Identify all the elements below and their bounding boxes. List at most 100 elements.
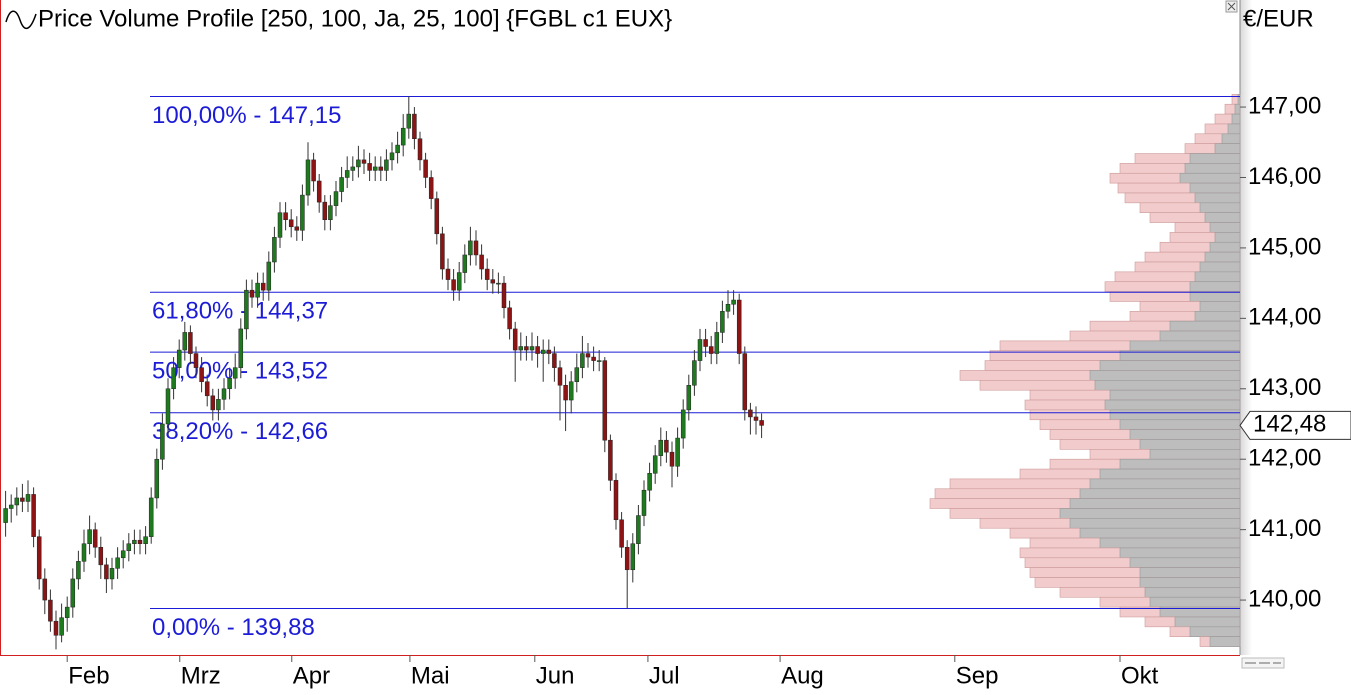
candle-body <box>602 360 608 441</box>
candle-body <box>563 385 568 401</box>
profile-inner <box>1227 123 1241 135</box>
candle-body <box>574 367 580 382</box>
candle-body <box>300 194 305 231</box>
candle-body <box>507 307 512 330</box>
profile-inner <box>1104 399 1241 411</box>
candle-body <box>109 568 115 580</box>
x-tick-label: Okt <box>1121 662 1159 689</box>
candle-body <box>344 170 350 178</box>
candle-body <box>356 159 361 168</box>
profile-inner <box>1189 281 1241 292</box>
candle-body <box>720 311 725 333</box>
candle-body <box>14 497 20 506</box>
candle-body <box>736 299 742 354</box>
candle-body <box>137 539 143 544</box>
candle-body <box>400 127 406 146</box>
scroll-icons[interactable] <box>1241 657 1285 669</box>
candle-body <box>462 254 468 273</box>
candle-body <box>703 339 708 347</box>
candle-body <box>48 599 53 622</box>
profile-inner <box>1179 172 1241 184</box>
candle-body <box>328 205 333 220</box>
candle-body <box>658 439 664 456</box>
candle-body <box>680 409 686 439</box>
profile-inner <box>1209 241 1241 253</box>
close-icon <box>1227 2 1236 11</box>
level-label: 0,00% - 139,88 <box>152 614 315 641</box>
candle-body <box>423 159 428 178</box>
candle-body <box>188 332 193 354</box>
profile-inner <box>1094 380 1241 391</box>
candle-body <box>333 191 339 206</box>
candle-body <box>283 212 288 220</box>
candle-body <box>585 353 591 358</box>
candle-body <box>8 504 14 509</box>
candle-body <box>87 529 92 544</box>
candle-body <box>524 346 529 351</box>
candle-body <box>529 346 535 351</box>
x-tick-label: Sep <box>956 662 999 689</box>
profile-inner <box>1109 389 1241 401</box>
candle-body <box>686 385 692 411</box>
y-tick-label: 141,00 <box>1248 515 1321 542</box>
profile-inner <box>1119 419 1241 430</box>
candle-body <box>148 497 154 537</box>
candle-body <box>311 159 316 182</box>
profile-inner <box>1109 409 1241 421</box>
candle-body <box>272 237 277 263</box>
profile-inner <box>1119 458 1241 470</box>
candle-body <box>294 226 300 231</box>
candle-body <box>70 578 76 608</box>
candle-body <box>759 420 764 426</box>
profile-inner <box>1069 518 1241 529</box>
profile-inner <box>1194 311 1241 322</box>
candle-body <box>339 177 344 192</box>
profile-inner <box>1199 261 1241 273</box>
candle-body <box>647 473 652 491</box>
profile-inner <box>1189 291 1241 302</box>
profile-inner <box>1079 488 1241 499</box>
candle-body <box>266 261 272 291</box>
candle-body <box>81 543 87 562</box>
candle-body <box>322 201 328 220</box>
candle-body <box>361 159 367 164</box>
candle-body <box>36 536 42 580</box>
candle-body <box>42 578 48 601</box>
candle-body <box>104 564 109 580</box>
last-price-box <box>1239 410 1351 440</box>
profile-inner <box>1184 163 1241 174</box>
candle-body <box>652 455 658 474</box>
candle-body <box>20 497 25 502</box>
candle-body <box>182 332 188 351</box>
y-tick-label: 143,00 <box>1248 374 1321 401</box>
candle-body <box>456 272 462 291</box>
candle-body <box>596 360 602 362</box>
candle-body <box>742 353 748 411</box>
profile-inner <box>1237 94 1241 105</box>
candle-body <box>434 198 440 235</box>
candle-body <box>484 268 490 280</box>
profile-inner <box>1194 192 1241 204</box>
candle-body <box>244 289 249 330</box>
profile-inner <box>1199 301 1241 312</box>
profile-inner <box>1189 626 1241 637</box>
candle-body <box>608 439 613 481</box>
candle-body <box>59 617 64 636</box>
x-tick-label: Apr <box>293 662 330 689</box>
candle-body <box>221 388 227 400</box>
chart-title: Price Volume Profile [250, 100, Ja, 25, … <box>38 5 672 32</box>
profile-inner <box>1089 478 1241 490</box>
candle-body <box>692 360 697 386</box>
x-tick-label: Mai <box>411 662 450 689</box>
x-tick-label: Aug <box>781 662 824 689</box>
profile-inner <box>1234 103 1241 115</box>
profile-inner <box>1149 449 1241 460</box>
candle-body <box>412 113 417 139</box>
profile-inner <box>1214 232 1241 243</box>
profile-inner <box>1174 616 1241 628</box>
profile-inner <box>1169 320 1241 332</box>
candle-body <box>619 519 624 548</box>
y-tick-label: 140,00 <box>1248 585 1321 612</box>
last-price-label: 142,48 <box>1253 411 1326 438</box>
candle-body <box>176 349 182 368</box>
